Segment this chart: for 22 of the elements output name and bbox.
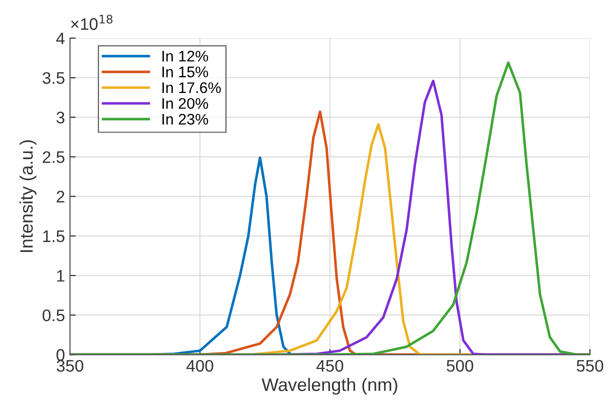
legend-label: In 17.6%: [162, 82, 221, 94]
x-tick-label: 450: [316, 360, 344, 372]
x-tick-label: 400: [186, 360, 214, 372]
x-axis-title: Wavelength (nm): [262, 378, 398, 395]
y-tick-label: 1.5: [43, 230, 64, 242]
y-tick-label: 3.5: [42, 72, 64, 84]
text: ×10$^{18}$: [71, 14, 112, 30]
y-tick-label: 2: [56, 190, 64, 202]
y-axis-title: Intensity (a.u.): [20, 140, 36, 252]
x-tick-label: 500: [446, 360, 474, 372]
legend-label: In 12%: [162, 50, 208, 62]
y-tick-label: 3: [56, 112, 64, 124]
y-tick-label: 0.5: [42, 309, 64, 322]
legend-label: In 15%: [162, 66, 208, 78]
y-tick-label: 2.5: [42, 151, 64, 164]
y-tick-label: 1: [57, 270, 64, 282]
x-tick-label: 550: [576, 360, 604, 372]
x-tick-label: 350: [56, 360, 84, 372]
y-tick-label: 0: [56, 349, 64, 361]
y-tick-label: 4: [56, 32, 65, 44]
legend-label: In 20%: [162, 98, 208, 109]
legend-label: In 23%: [162, 114, 208, 125]
